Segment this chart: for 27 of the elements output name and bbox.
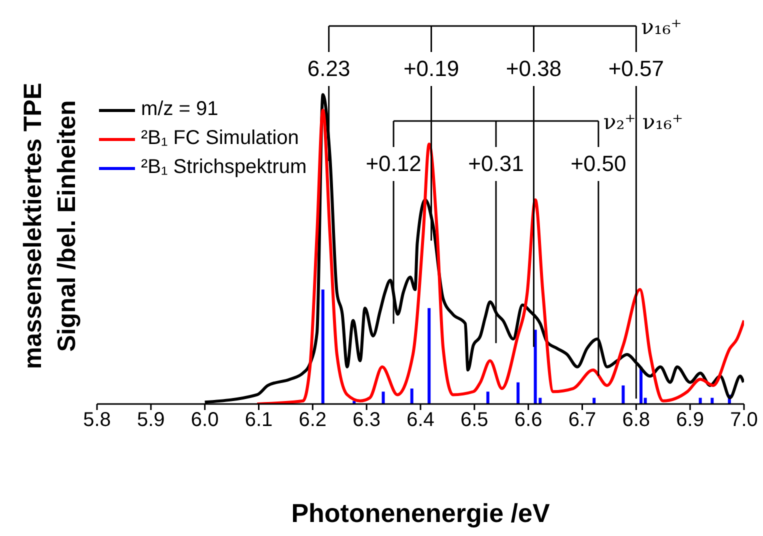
x-tick-label: 6.0	[190, 409, 219, 432]
text: +0.19	[403, 56, 460, 81]
text: +0.38	[506, 56, 562, 81]
x-tick-label: 6.9	[676, 409, 704, 432]
y-axis-title: massenselektiertes TPE Signal /bel. Einheiten	[18, 82, 82, 372]
x-tick-label: 6.5	[460, 409, 488, 432]
x-axis-title: Photonenenergie /eV	[290, 498, 551, 529]
annotation: ν₂⁺ ν₁₆⁺	[603, 110, 684, 134]
legend-label: m/z = 91	[141, 97, 218, 122]
x-tick-label: 6.4	[406, 409, 434, 432]
annotation: +0.12	[366, 151, 422, 176]
annotation: +0.50	[570, 151, 626, 176]
annotation: +0.31	[468, 151, 524, 176]
x-tick-label: 6.7	[568, 409, 596, 432]
legend-label: ²B₁ Strichspektrum	[141, 155, 307, 180]
text: +0.57	[608, 56, 664, 81]
x-tick-label: 5.8	[83, 409, 111, 432]
x-tick-label: 6.2	[298, 409, 327, 432]
x-tick-label: 6.3	[352, 409, 380, 432]
text: ν₁₆⁺	[641, 15, 682, 39]
x-tick-label: 6.1	[244, 409, 273, 432]
text: 6.23	[307, 56, 350, 81]
legend-label: ²B₁ FC Simulation	[141, 126, 299, 151]
x-tick-label: 7.0	[730, 409, 758, 432]
x-tick-label: 6.6	[514, 409, 542, 432]
x-tick-label: 6.8	[622, 409, 650, 432]
x-tick-label: 5.9	[137, 409, 165, 432]
